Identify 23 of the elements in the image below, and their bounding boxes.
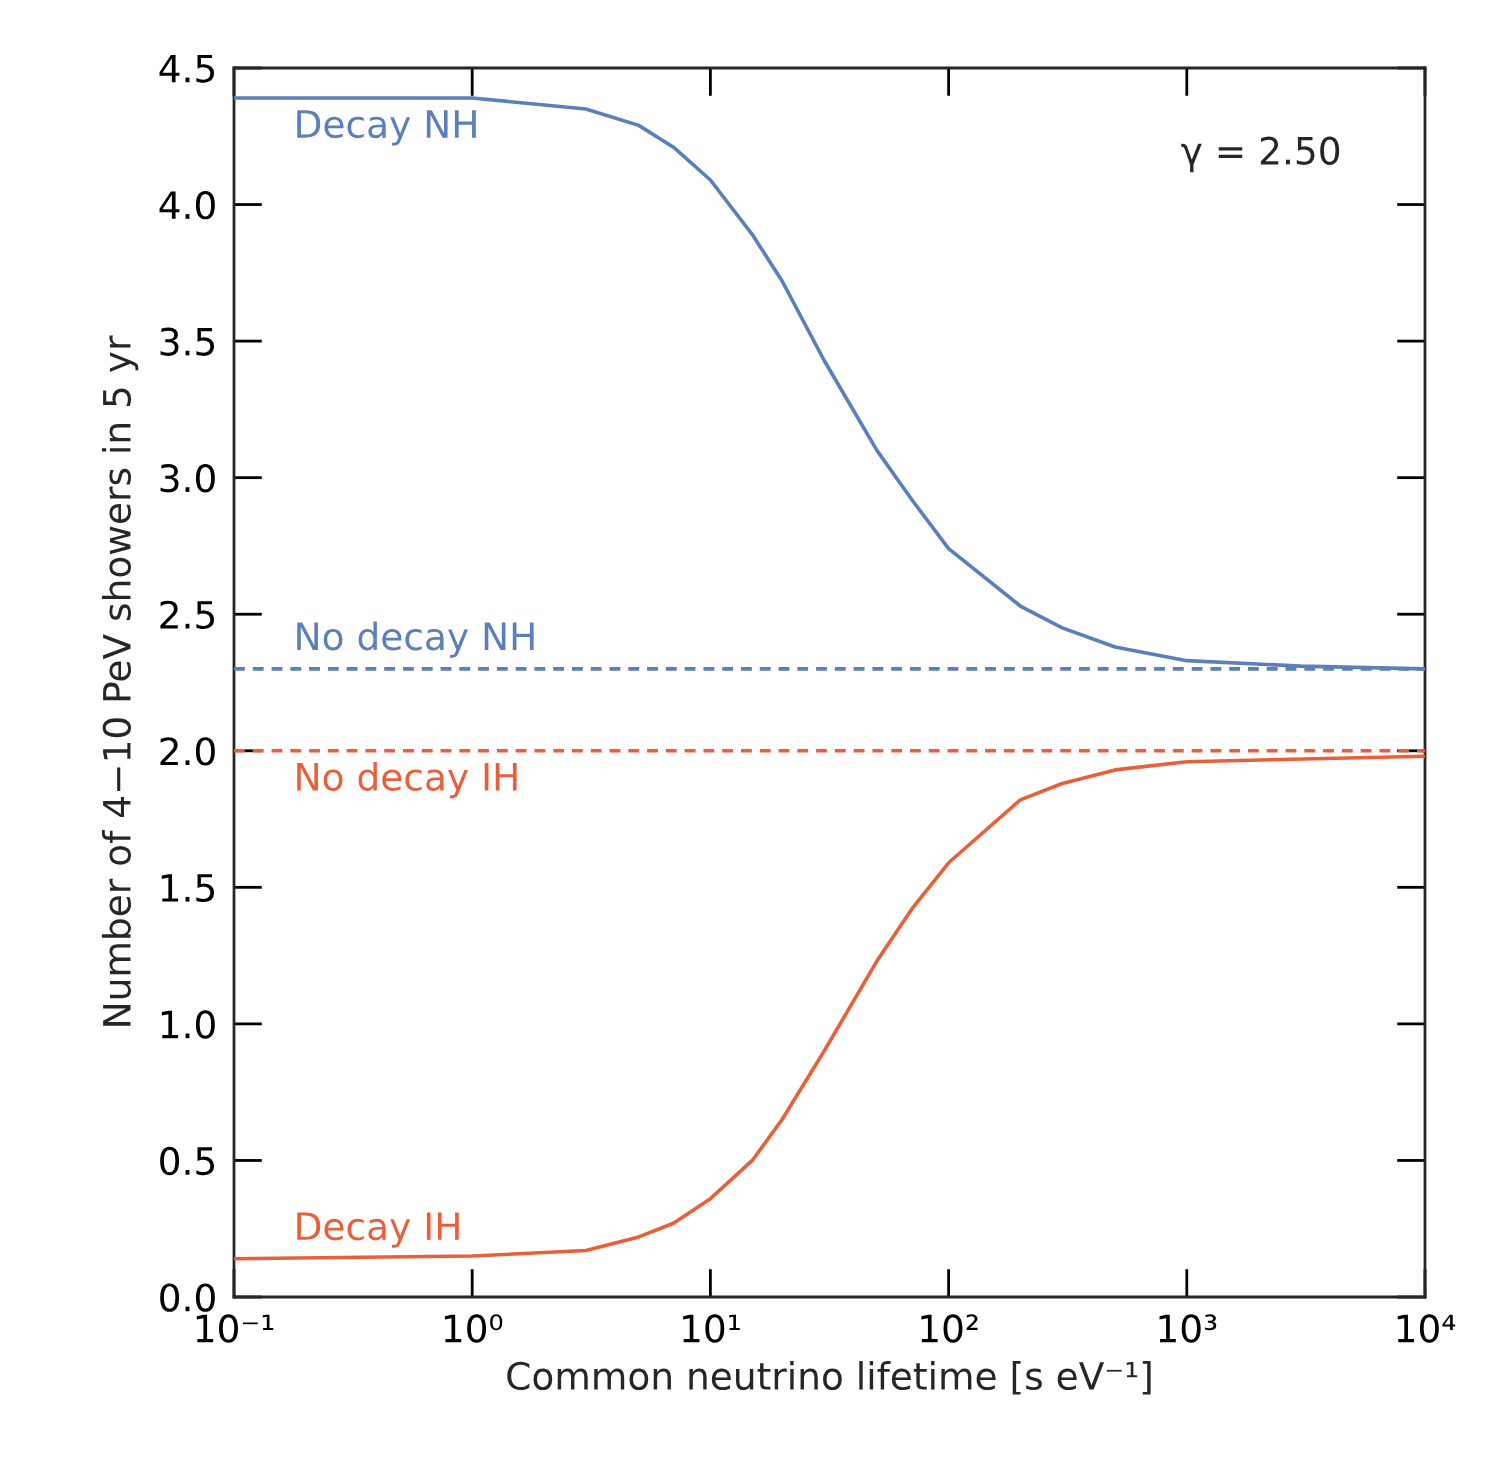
x-tick-label: 10²	[921, 1314, 978, 1343]
y-axis-title: Number of 4−10 PeV showers in 5 yr	[101, 335, 139, 1026]
y-tick-label: 0.5	[160, 1146, 215, 1176]
x-tick-label: 10⁻¹	[196, 1314, 274, 1343]
x-tick-label: 10¹	[683, 1314, 740, 1343]
series-label: No decay IH	[297, 761, 517, 799]
y-tick-label: 4.0	[159, 190, 215, 220]
series-label: Decay IH	[297, 1212, 459, 1248]
series-label: No decay NH	[297, 621, 534, 658]
y-tick-label: 2.0	[160, 737, 215, 766]
y-tick-label: 1.0	[161, 1010, 215, 1039]
annotation: γ = 2.50	[1181, 136, 1340, 173]
y-tick-label: 4.5	[159, 54, 215, 83]
y-tick-label: 3.5	[160, 327, 215, 356]
x-tick-label: 10³	[1159, 1314, 1217, 1343]
x-tick-label: 10⁰	[444, 1314, 503, 1343]
series-label: Decay NH	[297, 110, 476, 146]
y-tick-label: 0.0	[160, 1283, 215, 1312]
x-tick-label: 10⁴	[1397, 1314, 1456, 1343]
y-tick-label: 2.5	[160, 600, 215, 629]
y-tick-label: 1.5	[161, 874, 215, 903]
y-tick-label: 3.0	[160, 464, 215, 493]
x-axis-title: Common neutrino lifetime [s eV⁻¹]	[507, 1361, 1151, 1395]
